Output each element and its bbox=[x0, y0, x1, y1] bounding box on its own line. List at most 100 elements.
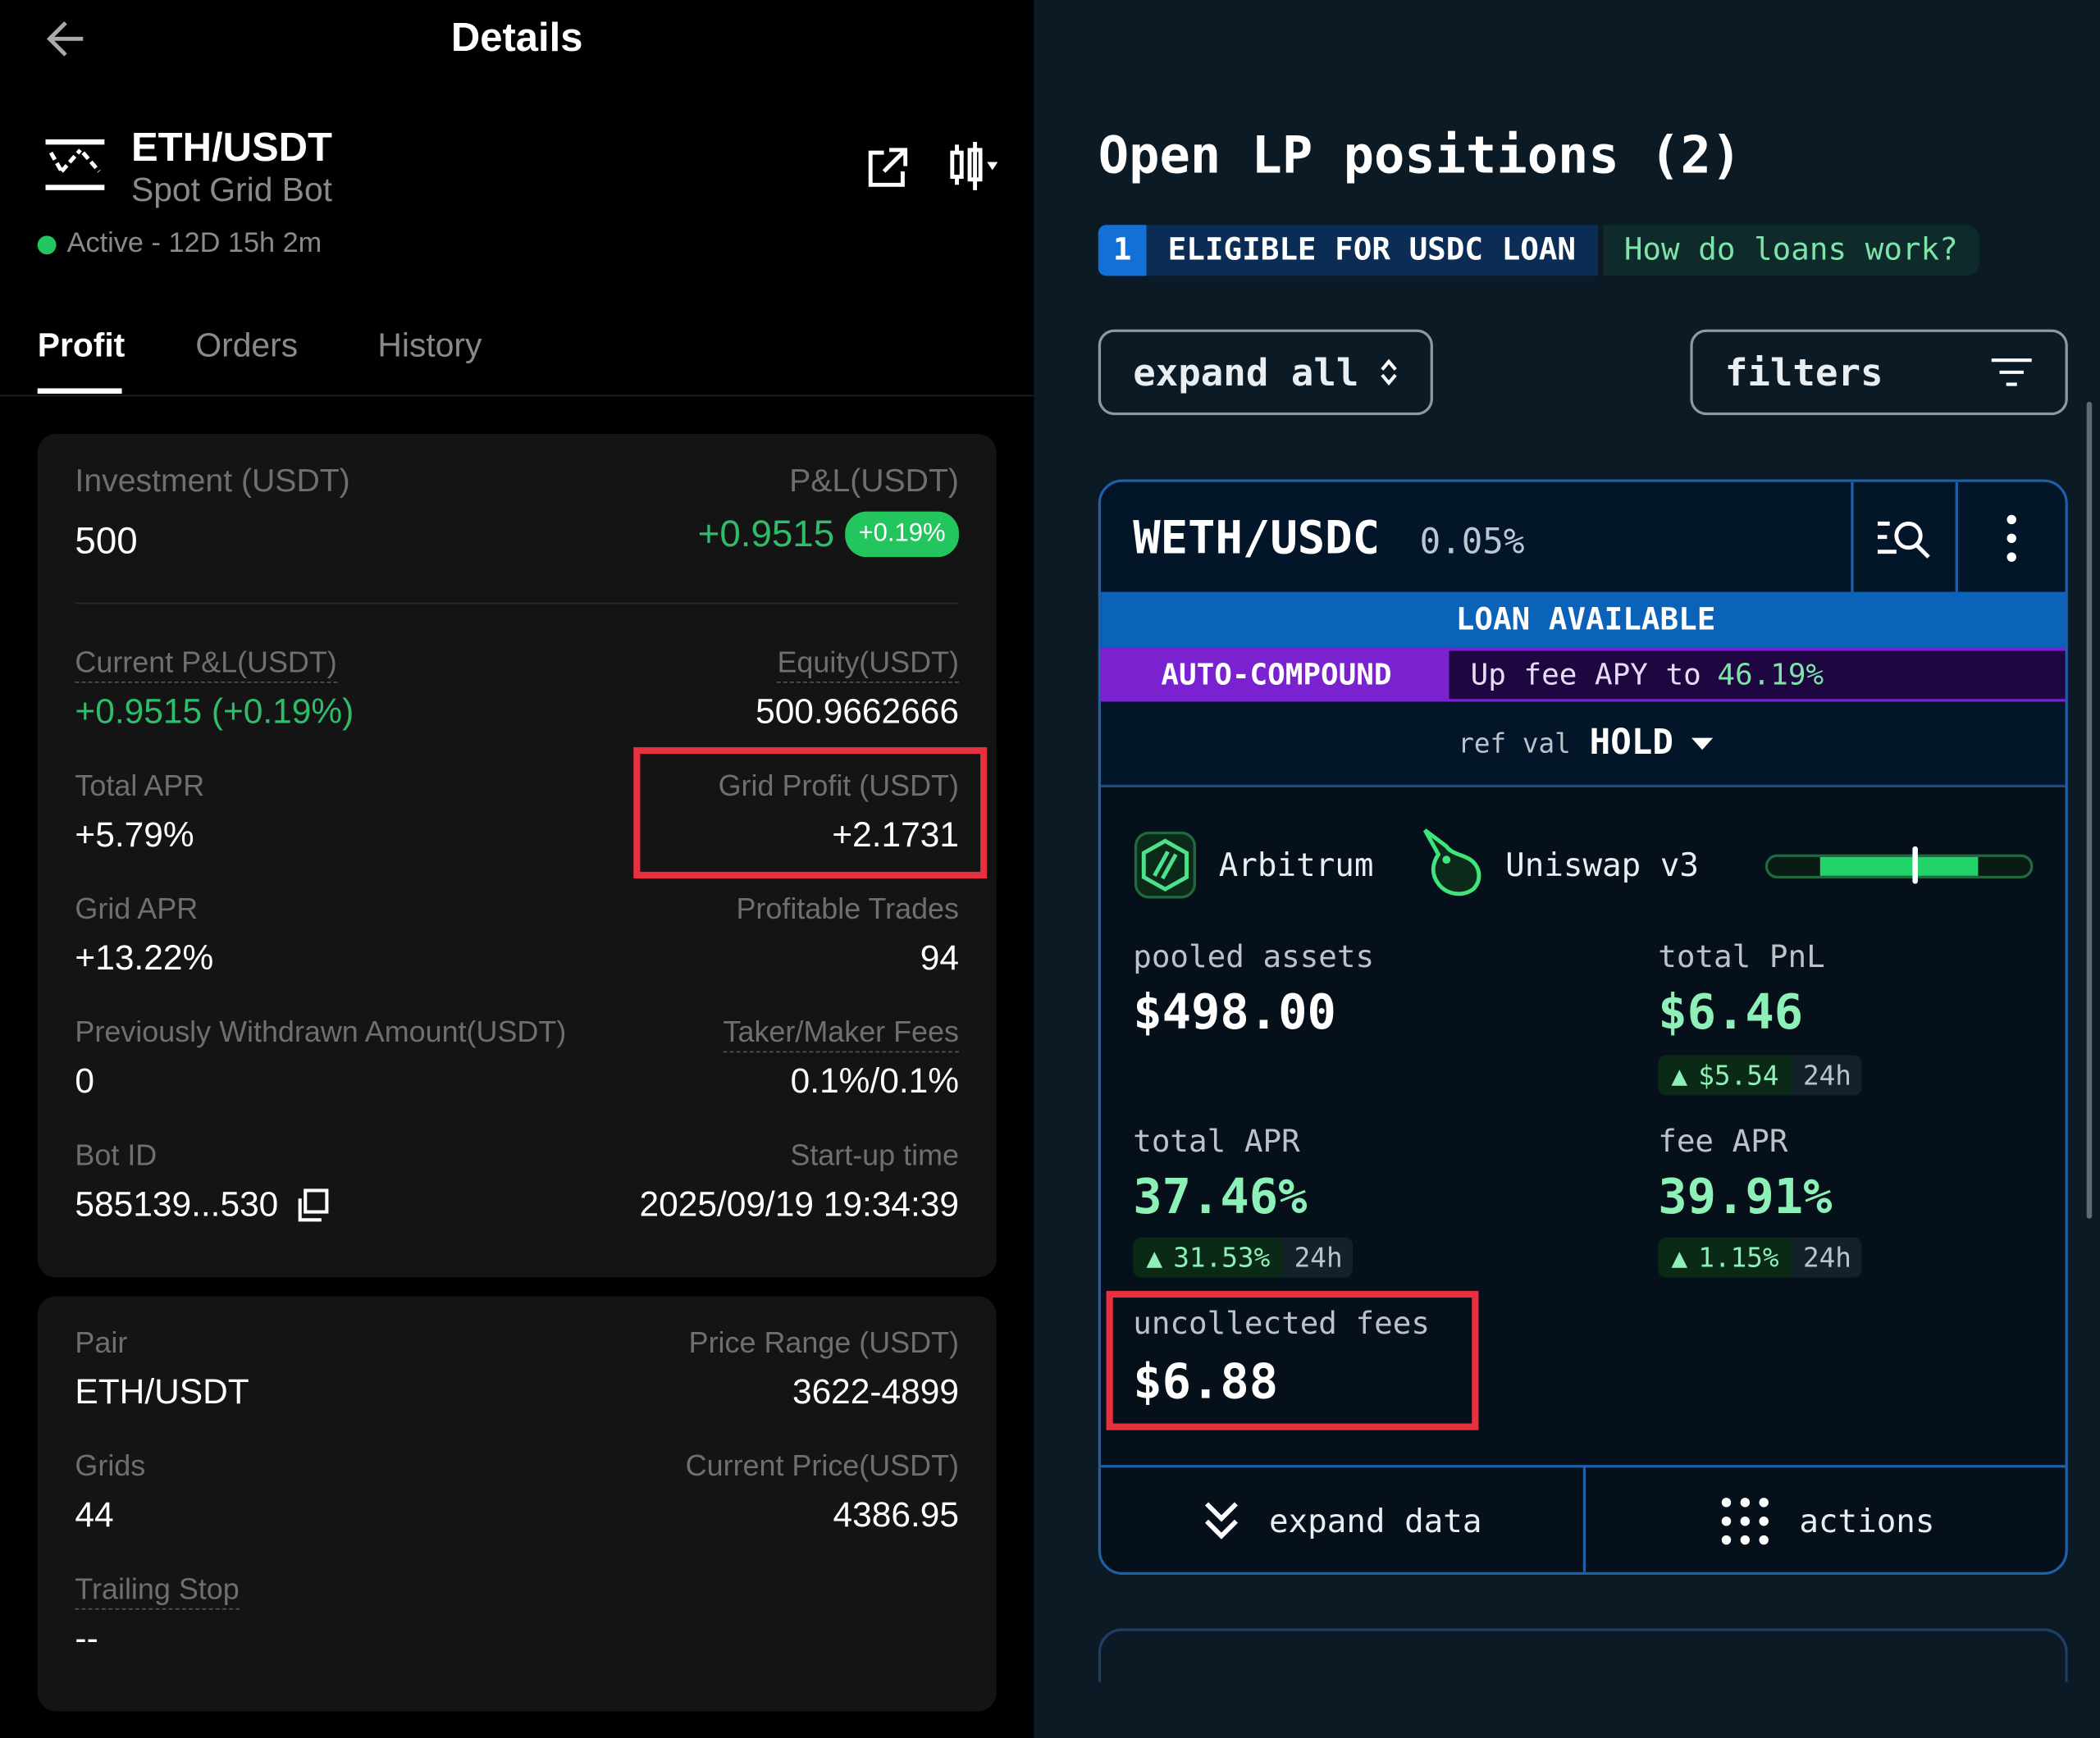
investment-value: 500 bbox=[75, 519, 138, 562]
arrow-left-icon[interactable] bbox=[46, 19, 89, 59]
grid-bot-icon bbox=[45, 139, 105, 190]
total-pnl-value: $6.46 bbox=[1658, 985, 1804, 1041]
total-pnl-label: total PnL bbox=[1658, 940, 1825, 975]
expand-data-button[interactable]: expand data bbox=[1101, 1467, 1583, 1571]
tab-history[interactable]: History bbox=[377, 326, 482, 365]
tab-profit[interactable]: Profit bbox=[37, 326, 126, 365]
divider bbox=[75, 602, 959, 604]
bot-type: Spot Grid Bot bbox=[130, 171, 333, 209]
copy-icon[interactable] bbox=[294, 1187, 329, 1221]
profitable-trades-label: Profitable Trades bbox=[736, 892, 959, 926]
ref-val-value: HOLD bbox=[1589, 723, 1673, 764]
double-chevron-down-icon bbox=[1204, 1502, 1238, 1540]
equity-label[interactable]: Equity(USDT) bbox=[777, 645, 959, 683]
grid-apr-label: Grid APR bbox=[75, 892, 199, 926]
lp-positions-panel: Open LP positions (2) 1 ELIGIBLE FOR USD… bbox=[1034, 0, 2100, 1738]
grids-value: 44 bbox=[75, 1494, 114, 1535]
bot-id-value: 585139...530 bbox=[75, 1184, 279, 1225]
pnl-percent-badge: +0.19% bbox=[845, 511, 959, 558]
active-tab-indicator bbox=[37, 388, 122, 394]
auto-compound-label: AUTO-COMPOUND bbox=[1161, 658, 1392, 692]
apy-value: 46.19% bbox=[1717, 658, 1824, 692]
more-options-icon[interactable] bbox=[1998, 514, 2025, 563]
loan-eligible-label: ELIGIBLE FOR USDC LOAN bbox=[1146, 225, 1598, 276]
current-pnl-label[interactable]: Current P&L(USDT) bbox=[75, 645, 337, 683]
price-range-bar bbox=[1764, 846, 2034, 884]
external-link-icon[interactable] bbox=[865, 144, 911, 190]
next-lp-position-card bbox=[1098, 1628, 2068, 1682]
fees-label[interactable]: Taker/Maker Fees bbox=[723, 1015, 959, 1053]
uncollected-fees-value: $6.88 bbox=[1133, 1355, 1279, 1411]
uncollected-fees-label: uncollected fees bbox=[1133, 1307, 1430, 1342]
profitable-trades-value: 94 bbox=[920, 937, 959, 978]
current-price-value: 4386.95 bbox=[833, 1494, 959, 1535]
pnl-label: P&L(USDT) bbox=[789, 463, 959, 500]
apy-text: Up fee APY to bbox=[1470, 658, 1701, 692]
tab-orders[interactable]: Orders bbox=[195, 326, 299, 365]
range-value: 3622-4899 bbox=[792, 1371, 959, 1412]
withdrawn-value: 0 bbox=[75, 1061, 95, 1102]
total-apr-value: 37.46% bbox=[1133, 1170, 1308, 1225]
total-apr-label: Total APR bbox=[75, 769, 205, 802]
bot-details-panel: Details ETH/USDT Spot Grid Bot Active - … bbox=[0, 0, 1034, 1738]
page-title: Open LP positions (2) bbox=[1098, 125, 1742, 185]
grid-apr-value: +13.22% bbox=[75, 937, 214, 978]
fees-value: 0.1%/0.1% bbox=[790, 1061, 959, 1102]
page-title: Details bbox=[450, 16, 583, 61]
grids-label: Grids bbox=[75, 1448, 146, 1483]
bot-pair: ETH/USDT bbox=[130, 125, 332, 171]
total-apr-label: total APR bbox=[1133, 1124, 1300, 1160]
fee-apr-24h-chip: ▲ 1.15% 24h bbox=[1658, 1237, 1863, 1278]
actions-button[interactable]: actions bbox=[1586, 1467, 2065, 1571]
loans-help-link[interactable]: How do loans work? bbox=[1602, 225, 1979, 276]
current-price-marker bbox=[1912, 846, 1918, 884]
scrollbar[interactable] bbox=[2086, 401, 2093, 1219]
grid-profit-value: +2.1731 bbox=[832, 814, 959, 855]
pooled-assets-label: pooled assets bbox=[1133, 940, 1375, 975]
position-pair: WETH/USDC bbox=[1133, 511, 1381, 565]
pair-value: ETH/USDT bbox=[75, 1371, 249, 1412]
dex-name: Uniswap v3 bbox=[1505, 846, 1700, 884]
pair-label: Pair bbox=[75, 1325, 128, 1360]
uniswap-logo-icon bbox=[1422, 828, 1481, 896]
period-label: 24h bbox=[1792, 1237, 1863, 1278]
withdrawn-label: Previously Withdrawn Amount(USDT) bbox=[75, 1015, 567, 1049]
auto-compound-banner[interactable]: AUTO-COMPOUND Up fee APY to 46.19% bbox=[1101, 648, 2066, 702]
filters-button[interactable]: filters bbox=[1690, 329, 2068, 416]
expand-data-label: expand data bbox=[1268, 1502, 1482, 1540]
candlestick-icon[interactable] bbox=[946, 139, 999, 193]
total-apr-24h-value: 31.53% bbox=[1173, 1241, 1271, 1274]
period-label: 24h bbox=[1792, 1055, 1863, 1096]
loan-available-banner[interactable]: LOAN AVAILABLE bbox=[1101, 591, 2066, 649]
caret-down-icon bbox=[1691, 737, 1714, 750]
ref-val-label: ref val bbox=[1458, 727, 1571, 760]
range-fill bbox=[1820, 856, 1979, 876]
bot-status: Active - 12D 15h 2m bbox=[66, 227, 322, 259]
pnl-24h-value: $5.54 bbox=[1698, 1059, 1779, 1092]
total-apr-24h-chip: ▲ 31.53% 24h bbox=[1133, 1237, 1354, 1278]
current-pnl-value: +0.9515 (+0.19%) bbox=[75, 691, 354, 732]
ref-val-selector[interactable]: ref val HOLD bbox=[1101, 701, 2066, 787]
trailing-stop-value: -- bbox=[75, 1617, 98, 1658]
expand-all-label: expand all bbox=[1133, 349, 1359, 395]
bot-params-card: Pair ETH/USDT Price Range (USDT) 3622-48… bbox=[37, 1296, 997, 1712]
sort-arrows-icon bbox=[1381, 358, 1397, 386]
equity-value: 500.9662666 bbox=[756, 691, 959, 732]
loan-count-badge: 1 bbox=[1098, 225, 1147, 276]
highlight-box bbox=[1106, 1290, 1479, 1430]
inspect-icon[interactable] bbox=[1875, 517, 1934, 559]
fee-apr-label: fee APR bbox=[1658, 1124, 1788, 1160]
trailing-stop-label[interactable]: Trailing Stop bbox=[75, 1571, 240, 1610]
investment-label: Investment (USDT) bbox=[75, 463, 350, 500]
pnl-24h-chip: ▲ $5.54 24h bbox=[1658, 1055, 1863, 1096]
pooled-assets-value: $498.00 bbox=[1133, 985, 1336, 1041]
filter-icon bbox=[1991, 358, 2032, 386]
startup-label: Start-up time bbox=[790, 1138, 959, 1172]
bot-id-label: Bot ID bbox=[75, 1138, 158, 1172]
fee-tier: 0.05% bbox=[1419, 522, 1525, 563]
lp-position-card: WETH/USDC 0.05% LOAN AVAILABLE AUTO-COMP… bbox=[1098, 479, 2068, 1575]
expand-all-button[interactable]: expand all bbox=[1098, 329, 1433, 416]
fee-apr-24h-value: 1.15% bbox=[1698, 1241, 1779, 1274]
filters-label: filters bbox=[1724, 349, 1883, 395]
profit-summary-card: Investment (USDT) 500 P&L(USDT) +0.9515 … bbox=[37, 433, 997, 1278]
